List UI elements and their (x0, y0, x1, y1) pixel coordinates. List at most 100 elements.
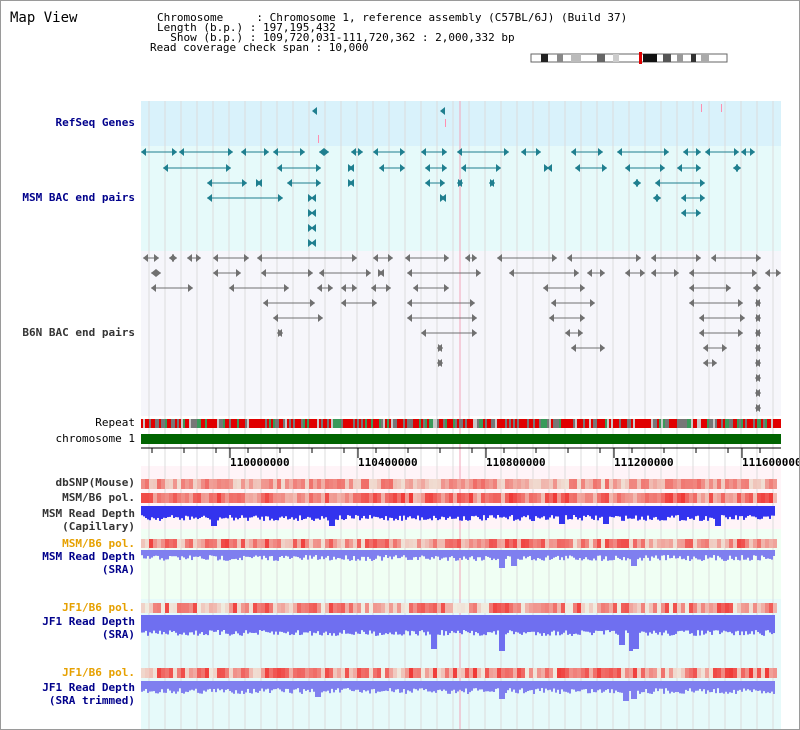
repeat-segment (441, 419, 443, 428)
msm-bac-end (348, 179, 353, 187)
jf1-trim-depth-bar (585, 681, 587, 690)
msm-cap-depth-bar (349, 506, 351, 516)
msm-pol-cell (761, 493, 765, 503)
msm-bac-end (741, 148, 746, 156)
jf1-pol2-cell (369, 668, 373, 678)
msm-cap-depth-bar (693, 506, 695, 520)
jf1-sra-depth-bar (541, 615, 543, 636)
msm-sra-depth-bar (405, 550, 407, 558)
jf1-sra-depth-bar (161, 615, 163, 635)
msm-sra-depth-bar (551, 550, 553, 560)
jf1-pol2-cell (149, 668, 153, 678)
b6n-bac-end (752, 269, 757, 277)
msm-pol2-cell (453, 539, 457, 548)
jf1-trim-depth-bar (453, 681, 455, 690)
msm-sra-depth-bar (369, 550, 371, 559)
b6n-bac-end (444, 284, 449, 292)
repeat-segment (365, 419, 367, 428)
jf1-pol-cell (357, 603, 361, 613)
jf1-trim-depth-bar (597, 681, 599, 691)
repeat-segment (489, 419, 491, 428)
msm-pol-cell (209, 493, 213, 503)
msm-cap-depth-bar (771, 506, 773, 516)
msm-sra-depth-bar (657, 550, 659, 559)
msm-bac-end (316, 164, 321, 172)
msm-sra-depth-bar (387, 550, 389, 558)
msm-cap-depth-bar (401, 506, 403, 521)
label-jf1-depth-trim-sub: (SRA trimmed) (48, 694, 135, 707)
msm-sra-depth-bar (637, 550, 639, 560)
jf1-trim-depth-bar (695, 681, 697, 691)
dbsnp-cell (273, 479, 277, 489)
jf1-pol-cell (725, 603, 729, 613)
msm-cap-depth-bar (641, 506, 643, 517)
msm-pol2-cell (373, 539, 377, 548)
jf1-pol-cell (745, 603, 749, 613)
jf1-sra-depth-bar (701, 615, 703, 631)
msm-sra-depth-bar (375, 550, 377, 559)
repeat-segment (339, 419, 341, 428)
msm-sra-depth-bar (671, 550, 673, 558)
jf1-trim-depth-bar (293, 681, 295, 690)
msm-cap-depth-bar (377, 506, 379, 518)
jf1-trim-depth-bar (239, 681, 241, 694)
msm-sra-depth-bar (239, 550, 241, 558)
repeat-segment (733, 419, 735, 428)
msm-sra-depth-bar (293, 550, 295, 557)
msm-pol2-cell (313, 539, 317, 548)
jf1-sra-depth-bar (465, 615, 467, 632)
msm-cap-depth-bar (497, 506, 499, 516)
repeat-segment (361, 419, 363, 428)
b6n-bac-end (651, 254, 656, 262)
msm-pol2-cell (509, 539, 513, 548)
jf1-sra-depth-bar (279, 615, 281, 632)
msm-sra-depth-bar (763, 550, 765, 557)
msm-pol2-cell (469, 539, 473, 548)
jf1-pol2-cell (597, 668, 601, 678)
jf1-sra-depth-bar (257, 615, 259, 635)
jf1-trim-depth-bar (455, 681, 457, 694)
jf1-pol2-cell (581, 668, 585, 678)
jf1-sra-depth-bar (567, 615, 569, 635)
msm-pol-cell (625, 493, 629, 503)
b6n-bac-end (421, 329, 426, 337)
jf1-trim-depth-bar (365, 681, 367, 692)
msm-pol-cell (405, 493, 409, 503)
jf1-trim-depth-bar (711, 681, 713, 693)
dbsnp-cell (517, 479, 521, 489)
msm-sra-depth-bar (365, 550, 367, 561)
jf1-trim-depth-bar (323, 681, 325, 692)
msm-cap-depth-bar (209, 506, 211, 520)
dbsnp-cell (689, 479, 693, 489)
msm-cap-depth-bar (547, 506, 549, 520)
repeat-segment (531, 419, 533, 428)
msm-pol2-cell (381, 539, 385, 548)
msm-pol2-cell (329, 539, 333, 548)
msm-pol-cell (421, 493, 425, 503)
repeat-segment (293, 419, 295, 428)
dbsnp-cell (669, 479, 673, 489)
msm-pol-cell (493, 493, 497, 503)
msm-cap-depth-bar (365, 506, 367, 519)
msm-sra-depth-bar (685, 550, 687, 561)
msm-sra-depth-bar (245, 550, 247, 557)
repeat-segment (459, 419, 461, 428)
msm-cap-depth-bar (761, 506, 763, 519)
msm-sra-depth-bar (533, 550, 535, 560)
jf1-pol2-cell (497, 668, 501, 678)
jf1-trim-depth-bar (649, 681, 651, 694)
jf1-sra-depth-bar (187, 615, 189, 636)
dbsnp-cell (413, 479, 417, 489)
msm-cap-depth-bar (439, 506, 441, 520)
jf1-trim-depth-bar (767, 681, 769, 693)
jf1-sra-depth-bar (627, 615, 629, 633)
gene-tick (721, 104, 722, 112)
msm-cap-depth-bar (581, 506, 583, 521)
jf1-pol-cell (549, 603, 553, 613)
b6n-bac-end (756, 404, 761, 412)
msm-cap-depth-bar (721, 506, 723, 516)
jf1-sra-depth-bar (383, 615, 385, 635)
repeat-segment (243, 419, 245, 428)
b6n-bac-end (651, 269, 656, 277)
